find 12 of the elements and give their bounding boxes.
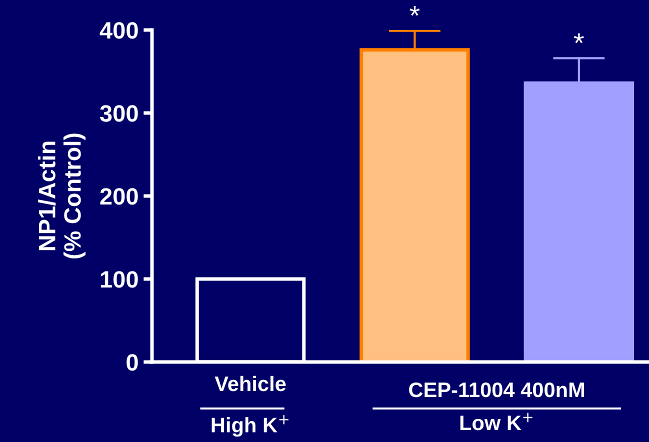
text: CEP-11004 400nM — [409, 382, 584, 398]
text: * — [410, 6, 420, 16]
y-tick-label: 200 — [100, 188, 138, 205]
text: High K$^{+}$ — [212, 415, 288, 437]
y-tick-label: 0 — [126, 354, 138, 371]
y-tick-label: 100 — [100, 271, 138, 288]
annotation: * — [574, 33, 584, 44]
y-tick-label: 300 — [100, 105, 138, 122]
y-axis-title: NP1/Actin (% Control) — [38, 134, 86, 258]
text: Low K$^{+}$ — [460, 412, 532, 430]
y-tick-label: 400 — [100, 22, 138, 39]
x-tick-label: Vehicle — [214, 376, 286, 392]
